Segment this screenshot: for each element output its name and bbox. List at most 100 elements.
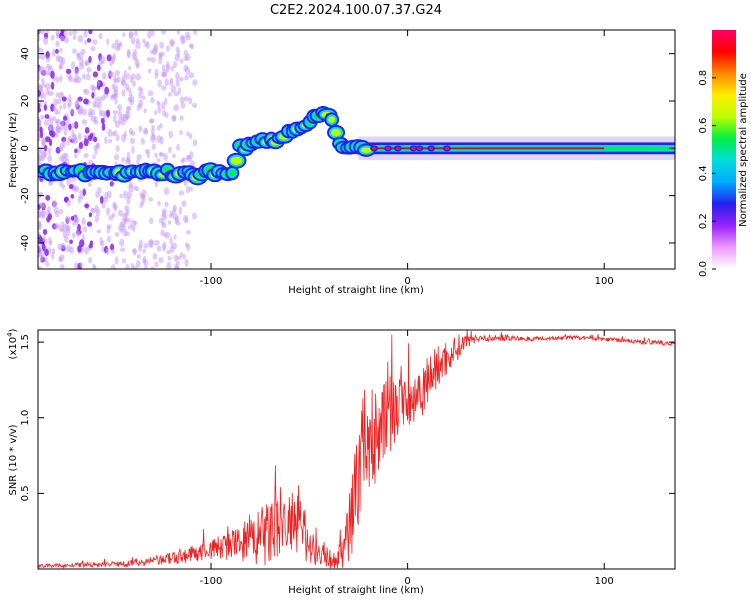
noise-speck bbox=[158, 257, 164, 264]
noise-speck bbox=[152, 253, 158, 260]
noise-speck bbox=[38, 73, 41, 82]
noise-speck bbox=[74, 75, 79, 83]
noise-speck bbox=[164, 97, 168, 105]
noise-speck bbox=[93, 264, 97, 269]
noise-speck bbox=[119, 238, 125, 247]
noise-speck bbox=[184, 74, 189, 81]
noise-speck bbox=[63, 36, 70, 44]
noise-speck bbox=[60, 227, 65, 233]
noise-speck bbox=[56, 109, 61, 115]
noise-speck bbox=[112, 114, 117, 123]
snr-scale-label: (x104) bbox=[6, 328, 19, 359]
noise-speck bbox=[65, 225, 71, 232]
noise-speck bbox=[88, 243, 93, 249]
noise-speck bbox=[128, 91, 133, 96]
noise-speck bbox=[110, 264, 116, 269]
noise-speck bbox=[158, 218, 164, 224]
noise-speck bbox=[157, 79, 163, 88]
noise-speck bbox=[77, 244, 82, 253]
noise-speck bbox=[101, 72, 107, 80]
noise-speck bbox=[142, 248, 147, 254]
noise-speck bbox=[186, 229, 191, 235]
noise-speck bbox=[138, 99, 143, 108]
tone-spot-core bbox=[429, 146, 434, 150]
noise-speck bbox=[149, 118, 155, 124]
noise-speck bbox=[81, 118, 88, 125]
noise-speck bbox=[165, 45, 170, 52]
noise-speck bbox=[154, 240, 160, 246]
noise-speck bbox=[55, 132, 59, 138]
spectrogram-ticks: -100 0 100 40 20 0 -20 -40 bbox=[20, 30, 675, 287]
noise-speck bbox=[176, 30, 181, 35]
noise-speck bbox=[42, 36, 49, 45]
noise-speck bbox=[184, 258, 189, 267]
noise-speck bbox=[79, 239, 85, 248]
noise-speck bbox=[188, 72, 195, 79]
noise-speck bbox=[186, 155, 192, 162]
noise-speck bbox=[146, 150, 151, 159]
noise-speck bbox=[121, 156, 126, 163]
tone-spot-core bbox=[371, 146, 377, 150]
noise-speck bbox=[135, 41, 141, 50]
noise-speck bbox=[38, 148, 45, 155]
noise-speck bbox=[130, 262, 135, 269]
noise-speck bbox=[61, 96, 67, 102]
noise-speck bbox=[129, 137, 136, 145]
noise-speck bbox=[183, 56, 189, 62]
noise-speck bbox=[66, 199, 72, 207]
noise-speck bbox=[55, 40, 60, 48]
noise-speck bbox=[135, 73, 141, 81]
noise-speck bbox=[177, 87, 182, 95]
noise-speck bbox=[127, 191, 132, 199]
noise-speck bbox=[56, 98, 62, 105]
noise-speck bbox=[65, 245, 72, 253]
noise-speck bbox=[73, 153, 78, 159]
noise-speck bbox=[125, 105, 131, 115]
noise-speck bbox=[138, 125, 143, 133]
noise-speck bbox=[38, 231, 41, 238]
noise-speck bbox=[186, 131, 190, 137]
noise-speck bbox=[96, 64, 101, 72]
noise-speck bbox=[156, 245, 162, 252]
noise-speck bbox=[157, 200, 161, 207]
noise-speck bbox=[88, 55, 92, 64]
noise-speck bbox=[45, 261, 50, 267]
noise-speck bbox=[150, 266, 155, 269]
noise-speck bbox=[126, 87, 132, 93]
noise-speck bbox=[135, 62, 140, 69]
signal-blob-inner bbox=[328, 116, 336, 123]
noise-speck bbox=[189, 43, 195, 50]
noise-speck bbox=[68, 123, 72, 131]
noise-speck bbox=[95, 191, 101, 199]
noise-speck bbox=[114, 256, 119, 265]
noise-speck bbox=[83, 98, 89, 105]
noise-speck bbox=[158, 151, 163, 157]
noise-speck bbox=[81, 73, 86, 80]
noise-speck bbox=[38, 156, 41, 162]
noise-speck bbox=[157, 107, 162, 114]
noise-speck bbox=[38, 102, 41, 110]
noise-speck bbox=[175, 46, 180, 53]
snr-ylabel: SNR (10 * v/v) bbox=[8, 424, 19, 495]
noise-speck bbox=[109, 60, 113, 67]
noise-speck bbox=[55, 48, 59, 54]
noise-speck bbox=[193, 30, 198, 35]
noise-speck bbox=[89, 132, 94, 139]
noise-speck bbox=[142, 128, 149, 135]
noise-speck bbox=[148, 239, 154, 245]
noise-speck bbox=[40, 30, 45, 35]
noise-speck bbox=[55, 125, 59, 133]
noise-speck bbox=[94, 214, 100, 223]
noise-speck bbox=[192, 139, 198, 147]
noise-speck bbox=[191, 102, 198, 108]
noise-speck bbox=[45, 82, 51, 91]
noise-speck bbox=[154, 152, 158, 159]
noise-speck bbox=[91, 92, 95, 99]
noise-speck bbox=[58, 208, 64, 215]
noise-speck bbox=[130, 219, 137, 228]
noise-speck bbox=[168, 146, 172, 154]
noise-speck bbox=[114, 153, 120, 161]
noise-speck bbox=[62, 102, 67, 110]
noise-speck bbox=[169, 80, 174, 86]
noise-speck bbox=[136, 154, 142, 160]
